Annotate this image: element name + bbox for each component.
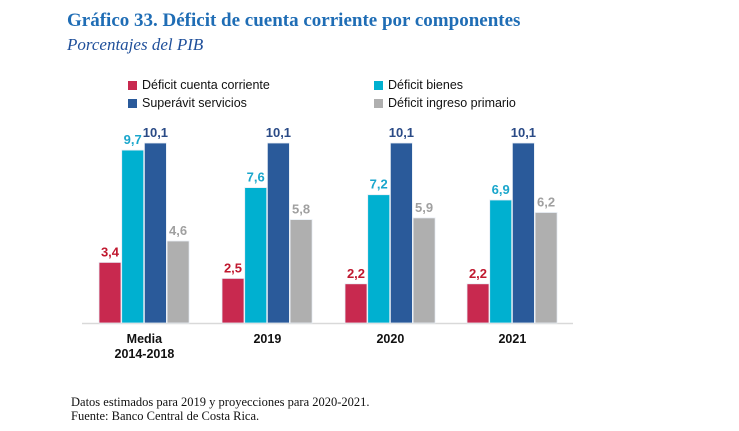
- x-tick-label: Media: [127, 332, 163, 346]
- chart-subtitle: Porcentajes del PIB: [67, 35, 204, 54]
- legend-item-deficit-cuenta-corriente: Déficit cuenta corriente: [128, 78, 270, 92]
- bar: [221, 277, 245, 324]
- bar: [143, 142, 167, 324]
- data-label: 5,9: [415, 200, 433, 215]
- data-label: 5,8: [292, 202, 310, 217]
- bar: [244, 187, 268, 324]
- legend-item-deficit-ingreso-primario: Déficit ingreso primario: [374, 96, 516, 110]
- bar: [489, 199, 513, 324]
- x-tick-label: 2014-2018: [115, 347, 175, 361]
- bar: [166, 240, 190, 324]
- bar: [534, 212, 558, 324]
- data-label: 2,5: [224, 260, 242, 275]
- chart-title: Gráfico 33. Déficit de cuenta corriente …: [67, 10, 521, 31]
- data-label: 9,7: [124, 132, 142, 147]
- legend-label: Superávit servicios: [142, 96, 247, 110]
- bar: [121, 149, 145, 324]
- bar: [266, 142, 290, 324]
- legend-swatch: [374, 80, 383, 90]
- bar: [466, 283, 490, 324]
- legend-label: Déficit bienes: [388, 78, 464, 92]
- legend-label: Déficit cuenta corriente: [142, 78, 270, 92]
- data-label: 10,1: [389, 125, 414, 140]
- legend-swatch: [128, 80, 137, 90]
- data-label: 10,1: [511, 125, 536, 140]
- footnote-data-note: Datos estimados para 2019 y proyecciones…: [71, 395, 370, 409]
- legend-swatch: [128, 98, 137, 108]
- data-label: 7,2: [370, 177, 388, 192]
- bar: [98, 261, 122, 324]
- data-label: 6,9: [492, 182, 510, 197]
- x-tick-label: 2020: [376, 332, 404, 346]
- footnote-source: Fuente: Banco Central de Costa Rica.: [71, 409, 260, 423]
- data-label: 3,4: [101, 244, 120, 259]
- legend-label: Déficit ingreso primario: [388, 96, 516, 110]
- bar: [367, 194, 391, 324]
- x-tick-label: 2021: [498, 332, 526, 346]
- data-label: 2,2: [469, 266, 487, 281]
- bar: [344, 283, 368, 324]
- x-tick-label: 2019: [253, 332, 281, 346]
- data-label: 2,2: [347, 266, 365, 281]
- bar: [389, 142, 413, 324]
- data-label: 10,1: [143, 125, 168, 140]
- bar: [512, 142, 535, 324]
- legend-item-superavit-servicios: Superávit servicios: [128, 96, 247, 110]
- legend-swatch: [374, 98, 383, 108]
- data-label: 6,2: [537, 195, 555, 210]
- data-label: 7,6: [247, 170, 265, 185]
- legend-item-deficit-bienes: Déficit bienes: [374, 78, 463, 92]
- bar: [412, 217, 436, 324]
- bar: [289, 219, 313, 324]
- data-label: 10,1: [266, 125, 291, 140]
- data-label: 4,6: [169, 223, 187, 238]
